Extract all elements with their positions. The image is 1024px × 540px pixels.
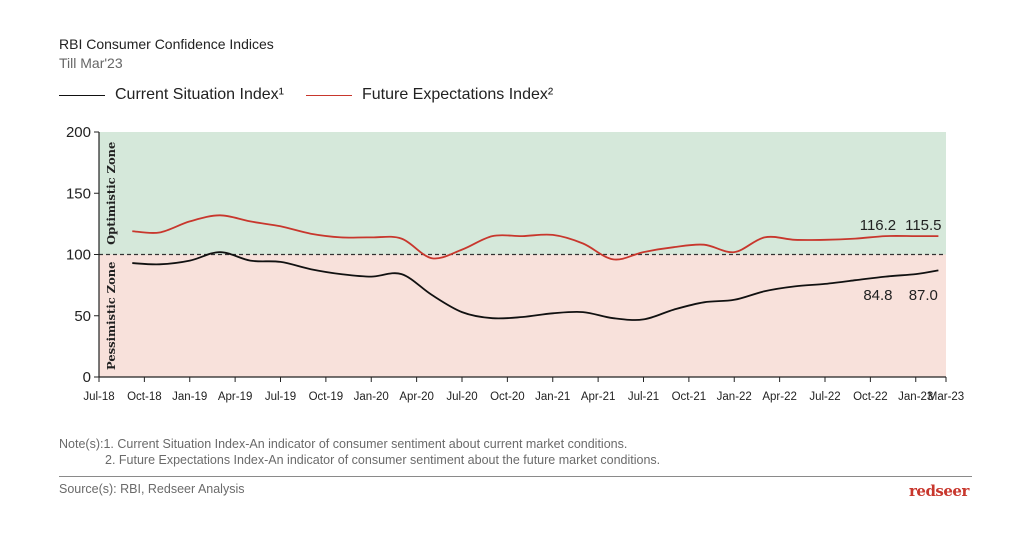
y-tick-label: 100 (66, 247, 91, 264)
legend-item-current: Current Situation Index¹ (59, 86, 284, 104)
x-tick-label: Jan-19 (172, 391, 207, 403)
x-tick-label: Apr-19 (218, 391, 253, 403)
legend-label-current: Current Situation Index¹ (115, 86, 284, 103)
data-label-current: 87.0 (909, 287, 938, 304)
x-tick-label: Jan-22 (717, 391, 752, 403)
axes: 0 50 100 150 200 Jul-18 Oct-18 Jan-19 Apr-19 Jul-… (66, 124, 964, 403)
x-tick-label: Jan-23 (898, 391, 933, 403)
data-label-future: 116.2 (860, 217, 896, 234)
pessimistic-zone (99, 254, 946, 377)
legend: Current Situation Index¹ Future Expectat… (59, 86, 575, 104)
x-tick-label: Jul-21 (628, 391, 659, 403)
x-tick-label: Apr-20 (399, 391, 434, 403)
series-line-future (132, 214, 939, 261)
annotations: 116.2 115.5 84.8 87.0 (860, 217, 942, 304)
pessimistic-zone-label: Pessimistic Zone (104, 262, 118, 370)
x-tick-label: Oct-19 (309, 391, 344, 403)
y-tick-label: 0 (83, 369, 91, 386)
chart-title: RBI Consumer Confidence Indices (59, 36, 274, 52)
optimistic-zone (99, 132, 946, 255)
x-tick-label: Jul-22 (809, 391, 840, 403)
y-tick-label: 150 (66, 185, 91, 202)
y-tick-label: 200 (66, 124, 91, 141)
note-1: Note(s):1. Current Situation Index-An in… (59, 437, 628, 451)
legend-label-future: Future Expectations Index² (361, 86, 554, 103)
data-label-future: 115.5 (905, 217, 941, 234)
redseer-logo: redseer (909, 482, 969, 500)
y-tick-label: 50 (74, 308, 91, 325)
x-tick-label: Jan-21 (535, 391, 570, 403)
x-tick-label: Oct-22 (853, 391, 888, 403)
x-tick-label: Oct-20 (490, 391, 525, 403)
legend-item-future: Future Expectations Index² (305, 86, 554, 104)
series-line-current (132, 251, 939, 321)
legend-swatch-future (305, 94, 352, 96)
x-tick-label: Oct-18 (127, 391, 162, 403)
x-tick-label: Apr-21 (581, 391, 616, 403)
x-tick-label: Jul-20 (446, 391, 477, 403)
x-tick-label: Mar-23 (928, 391, 964, 403)
legend-swatch-current (59, 94, 105, 96)
x-tick-label: Jul-19 (265, 391, 296, 403)
x-tick-label: Oct-21 (672, 391, 707, 403)
footer-divider (59, 476, 972, 477)
line-chart: 0 50 100 150 200 Jul-18 Oct-18 Jan-19 Apr-19 Jul-… (66, 124, 964, 403)
x-tick-label: Apr-22 (762, 391, 797, 403)
note-2: 2. Future Expectations Index-An indicato… (105, 453, 661, 467)
x-tick-label: Jul-18 (83, 391, 114, 403)
source-text: Source(s): RBI, Redseer Analysis (59, 482, 245, 496)
notes: Note(s):1. Current Situation Index-An in… (59, 436, 660, 468)
chart-subtitle: Till Mar'23 (59, 55, 123, 71)
optimistic-zone-label: Optimistic Zone (104, 142, 118, 245)
data-label-current: 84.8 (863, 287, 892, 304)
x-tick-label: Jan-20 (354, 391, 389, 403)
